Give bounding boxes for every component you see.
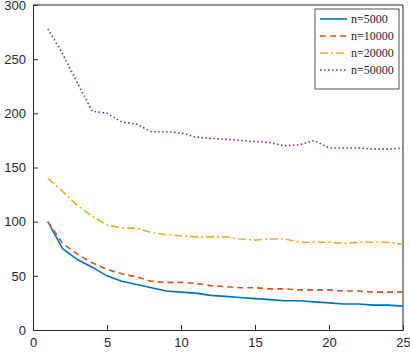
tick-label: 300 <box>4 0 26 13</box>
legend-label: n=50000 <box>351 63 394 77</box>
legend-swatch <box>320 35 347 37</box>
tick-mark <box>255 325 256 330</box>
tick: 150 <box>4 160 38 175</box>
x-axis: 0 5 10 15 20 25 <box>30 325 410 350</box>
legend-swatch <box>320 69 347 71</box>
tick-label: 100 <box>4 214 26 229</box>
legend-label: n=20000 <box>351 46 394 60</box>
tick-label: 10 <box>174 335 188 350</box>
frame <box>33 5 403 6</box>
legend-label: n=10000 <box>351 29 394 43</box>
axis-line <box>34 330 404 331</box>
legend-swatch <box>320 52 347 54</box>
tick: 15 <box>248 325 262 350</box>
tick-mark <box>33 59 38 60</box>
tick-mark <box>33 222 38 223</box>
tick-label: 50 <box>12 268 26 283</box>
tick-label: 20 <box>322 335 336 350</box>
legend-label: n=5000 <box>351 12 388 26</box>
series-line <box>48 222 403 292</box>
tick-mark <box>33 330 38 331</box>
tick-label: 150 <box>4 160 26 175</box>
legend: n=5000 n=10000 n=20000 n=50000 <box>315 9 399 89</box>
tick-mark <box>33 276 38 277</box>
frame <box>403 5 404 330</box>
tick-mark <box>33 168 38 169</box>
y-axis: 0 50 100 150 200 250 300 <box>4 0 38 338</box>
legend-box <box>315 9 399 89</box>
tick-mark <box>329 325 330 330</box>
tick: 20 <box>322 325 336 350</box>
chart: 0510152025050100150200250300n=5000n=1000… <box>0 0 410 356</box>
tick-mark <box>181 325 182 330</box>
tick: 200 <box>4 106 38 121</box>
plot: 0510152025050100150200250300n=5000n=1000… <box>4 0 410 350</box>
tick-label: 0 <box>19 323 26 338</box>
tick-mark <box>33 5 38 6</box>
tick: 100 <box>4 214 38 229</box>
tick: 5 <box>104 325 111 350</box>
tick-label: 15 <box>248 335 262 350</box>
tick-label: 0 <box>30 335 37 350</box>
tick-mark <box>403 325 404 330</box>
tick: 0 <box>19 323 38 338</box>
series-line <box>48 178 403 244</box>
tick-label: 25 <box>396 335 410 350</box>
legend-swatch <box>320 18 347 20</box>
tick: 250 <box>4 52 38 67</box>
tick: 50 <box>12 268 38 283</box>
tick-mark <box>33 113 38 114</box>
series-line <box>48 222 403 306</box>
tick: 300 <box>4 0 38 13</box>
tick-label: 200 <box>4 106 26 121</box>
tick: 10 <box>174 325 188 350</box>
tick-label: 250 <box>4 52 26 67</box>
tick-mark <box>107 325 108 330</box>
tick: 25 <box>396 325 410 350</box>
tick-label: 5 <box>104 335 111 350</box>
